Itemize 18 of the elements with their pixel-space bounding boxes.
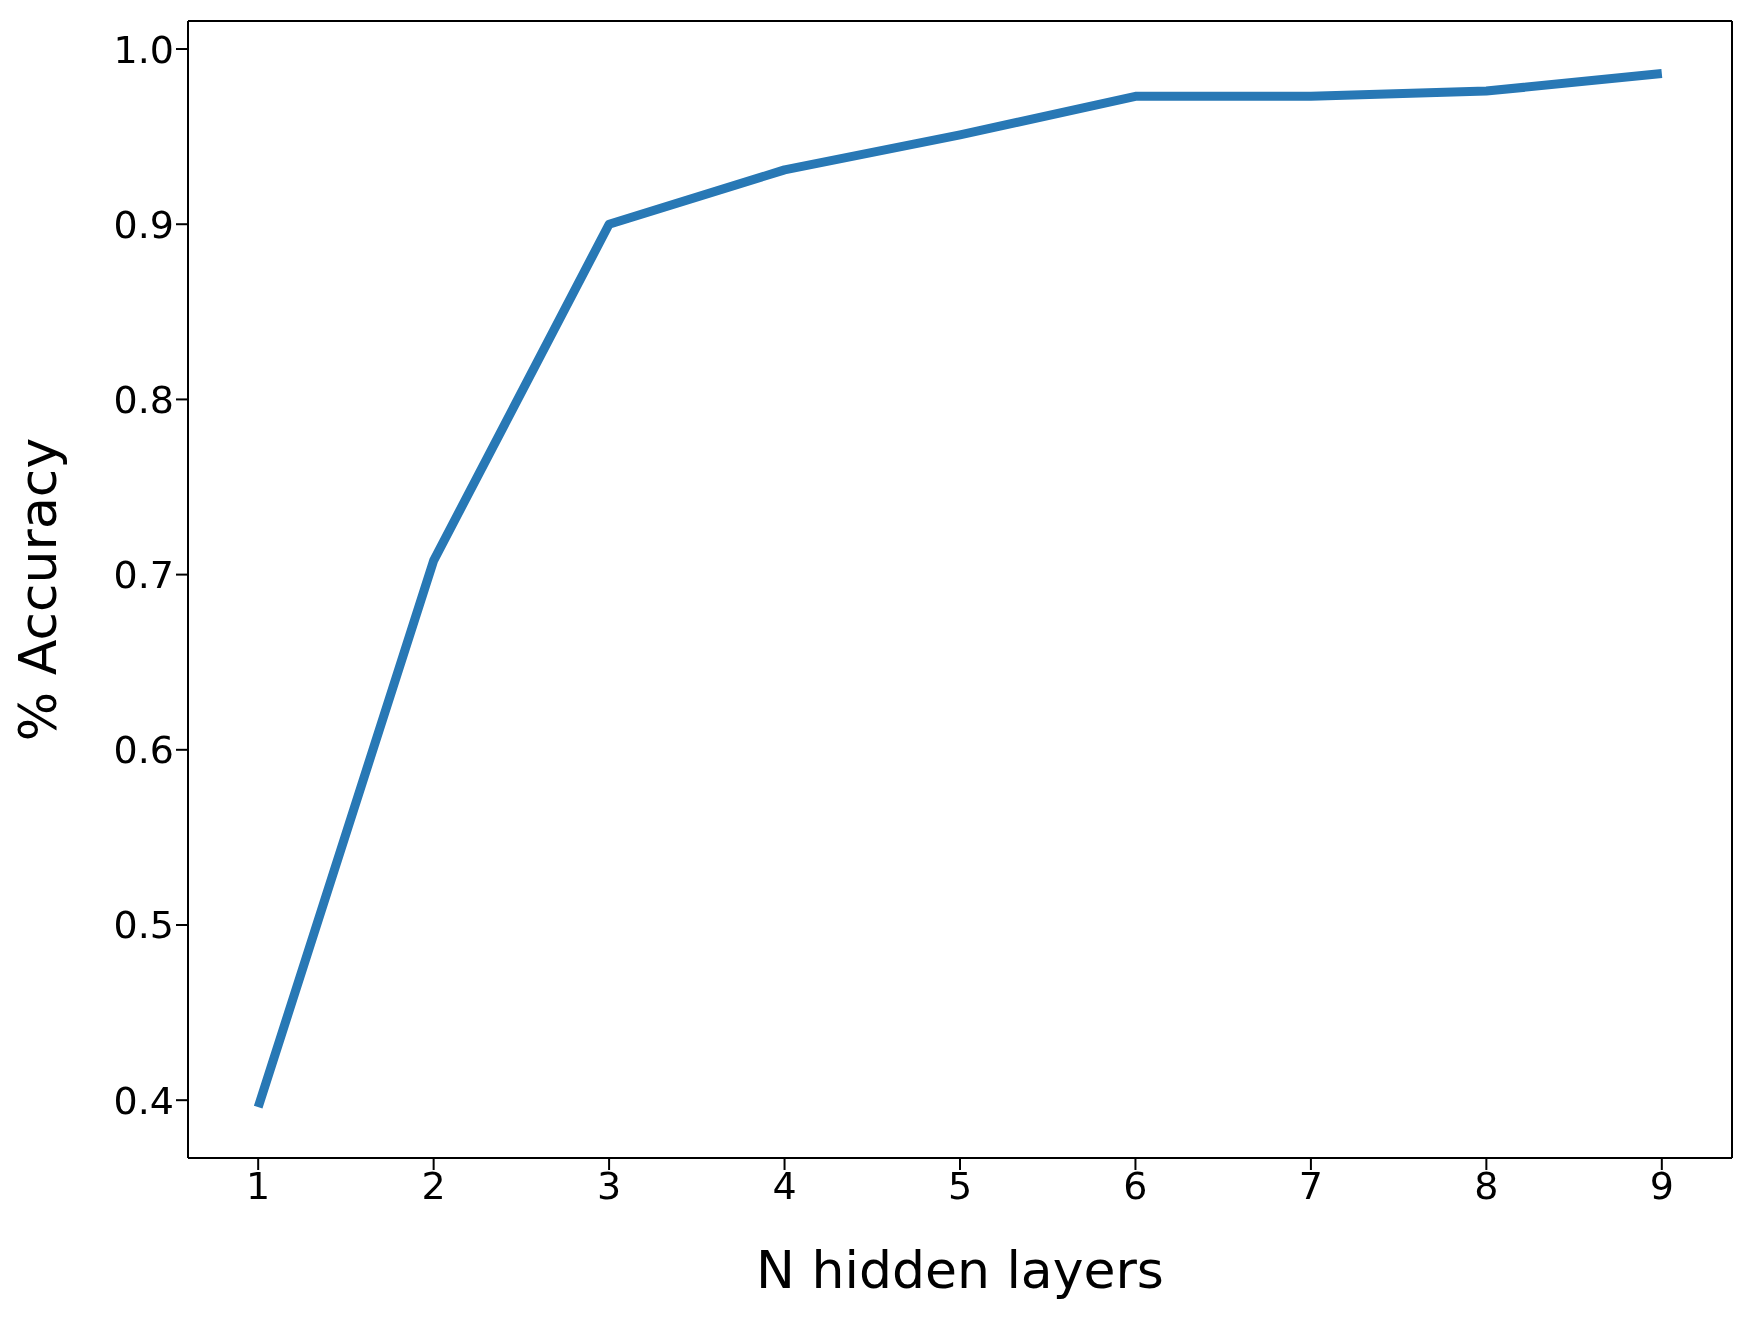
x-tick-label: 4 xyxy=(772,1163,797,1208)
x-tick-label: 6 xyxy=(1123,1163,1148,1208)
x-tick-label: 2 xyxy=(421,1163,446,1208)
y-tick-label: 0.6 xyxy=(113,728,174,773)
x-axis-title: N hidden layers xyxy=(756,1240,1164,1300)
y-tick-label: 1.0 xyxy=(113,27,174,72)
x-tick-label: 8 xyxy=(1474,1163,1499,1208)
x-tick-label: 3 xyxy=(597,1163,622,1208)
y-tick-label: 0.5 xyxy=(113,903,174,948)
y-tick-label: 0.7 xyxy=(113,553,174,598)
y-axis-title: % Accuracy xyxy=(8,437,69,742)
x-tick-label: 9 xyxy=(1649,1163,1674,1208)
y-tick-label: 0.9 xyxy=(113,202,174,247)
y-tick-label: 0.4 xyxy=(113,1078,174,1123)
x-tick-label: 5 xyxy=(947,1163,973,1208)
x-tick-label: 7 xyxy=(1298,1163,1323,1208)
x-tick-label: 1 xyxy=(246,1163,271,1208)
y-tick-label: 0.8 xyxy=(113,377,174,422)
